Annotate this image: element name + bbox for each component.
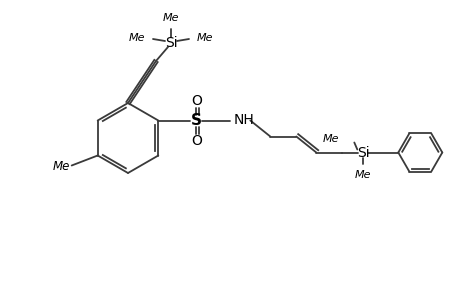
Text: O: O xyxy=(190,94,202,107)
Text: NH: NH xyxy=(233,112,253,127)
Text: Me: Me xyxy=(196,33,213,43)
Text: O: O xyxy=(190,134,202,148)
Text: Si: Si xyxy=(164,36,177,50)
Text: S: S xyxy=(190,113,202,128)
Text: Me: Me xyxy=(52,160,69,173)
Text: Me: Me xyxy=(322,134,339,143)
Text: Me: Me xyxy=(162,13,179,23)
Text: Si: Si xyxy=(356,146,369,160)
Text: Me: Me xyxy=(354,169,371,179)
Text: Me: Me xyxy=(128,33,145,43)
